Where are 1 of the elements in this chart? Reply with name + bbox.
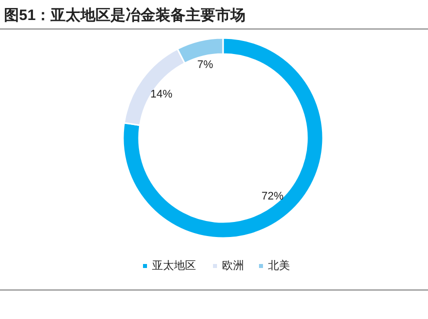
title: 图51：亚太地区是冶金装备主要市场 <box>4 7 246 24</box>
